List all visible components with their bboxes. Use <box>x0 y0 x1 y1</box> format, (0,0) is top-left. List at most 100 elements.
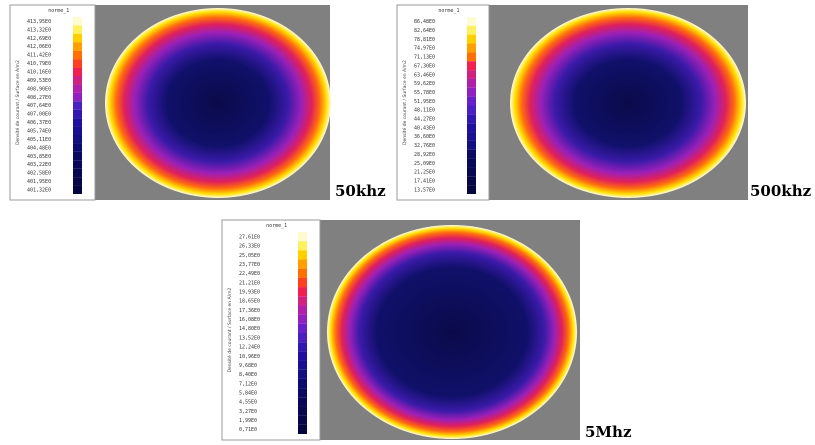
legend-swatch <box>467 25 476 35</box>
legend-tick-label: 36,60E0 <box>414 134 435 140</box>
legend-swatch <box>467 61 476 71</box>
legend-swatch <box>298 424 307 434</box>
legend-tick-label: 8,40E0 <box>239 372 257 378</box>
legend-tick-label: 404,48E0 <box>27 145 51 151</box>
legend-swatch <box>298 397 307 407</box>
legend-swatch <box>73 76 82 85</box>
legend-tick-label: 4,55E0 <box>239 400 257 406</box>
legend-swatch <box>298 388 307 398</box>
legend-tick-label: 413,95E0 <box>27 19 51 25</box>
legend-swatch <box>467 132 476 141</box>
legend-swatch <box>298 378 307 389</box>
legend-swatch <box>298 241 307 251</box>
legend-swatch <box>73 143 82 152</box>
legend-swatch <box>73 135 82 144</box>
legend-tick-label: 17,36E0 <box>239 308 260 314</box>
legend-swatch <box>73 168 82 178</box>
legend-swatch <box>467 34 476 44</box>
legend-swatch <box>73 67 82 76</box>
legend-tick-label: 403,85E0 <box>27 154 51 160</box>
legend-tick-label: 412,06E0 <box>27 44 51 50</box>
legend-swatch <box>73 33 82 43</box>
legend-swatch <box>298 342 307 352</box>
panel: norme_1 413,95E0 413,32E0 412,69E0 412,06E0 4… <box>9 4 386 201</box>
legend-tick-label: 407,00E0 <box>27 112 51 118</box>
legend-swatch <box>298 277 307 288</box>
legend-tick-label: 1,99E0 <box>239 418 257 424</box>
legend-swatch <box>467 185 476 194</box>
frequency-label: 50khz <box>335 182 386 200</box>
legend-tick-label: 18,65E0 <box>239 299 260 305</box>
frequency-label: 5Mhz <box>585 423 632 441</box>
legend-tick-label: 67,30E0 <box>414 63 435 69</box>
legend-tick-label: 17,41E0 <box>414 178 435 184</box>
legend-tick-label: 413,32E0 <box>27 27 51 33</box>
legend-swatch <box>298 268 307 278</box>
legend-swatch <box>298 250 307 260</box>
legend-swatch <box>73 42 82 51</box>
legend-swatch <box>73 126 82 135</box>
legend-tick-label: 13,57E0 <box>414 187 435 193</box>
legend-swatch <box>73 151 82 161</box>
legend-swatch <box>298 323 307 333</box>
frequency-label: 500khz <box>750 182 812 200</box>
legend-tick-label: 63,46E0 <box>414 72 435 78</box>
legend-tick-label: 5,84E0 <box>239 391 257 397</box>
legend-swatch <box>73 109 82 119</box>
legend-tick-label: 51,95E0 <box>414 99 435 105</box>
legend-tick-label: 10,96E0 <box>239 354 260 360</box>
legend-swatch <box>467 17 476 26</box>
legend-tick-label: 403,22E0 <box>27 162 51 168</box>
legend-tick-label: 71,13E0 <box>414 55 435 61</box>
legend-tick-label: 23,77E0 <box>239 262 260 268</box>
legend-swatch <box>298 314 307 324</box>
legend-tick-label: 406,37E0 <box>27 120 51 126</box>
legend-swatch <box>298 415 307 425</box>
legend-swatch <box>467 70 476 79</box>
legend-tick-label: 3,27E0 <box>239 409 257 415</box>
legend-tick-label: 402,58E0 <box>27 171 51 177</box>
legend-tick-label: 78,81E0 <box>414 37 435 43</box>
legend-tick-label: 405,74E0 <box>27 128 51 134</box>
legend-swatch <box>467 114 476 124</box>
legend-tick-label: 44,27E0 <box>414 117 435 123</box>
legend-tick-label: 86,48E0 <box>414 19 435 25</box>
legend-swatch <box>467 158 476 168</box>
legend-swatch <box>73 25 82 34</box>
legend-tick-label: 7,12E0 <box>239 381 257 387</box>
legend-tick-label: 14,80E0 <box>239 326 260 332</box>
legend-swatch <box>467 52 476 62</box>
legend-tick-label: 25,05E0 <box>239 253 260 259</box>
legend-swatch <box>467 123 476 133</box>
legend-tick-label: 408,27E0 <box>27 95 51 101</box>
legend-tick-label: 410,79E0 <box>27 61 51 67</box>
legend-swatch <box>73 17 82 26</box>
legend-swatch <box>73 177 82 186</box>
legend-tick-label: 26,33E0 <box>239 244 260 250</box>
legend-swatch <box>298 406 307 416</box>
legend-swatch <box>467 149 476 159</box>
legend-tick-label: 82,64E0 <box>414 28 435 34</box>
legend-swatch <box>467 87 476 97</box>
legend-swatch <box>73 160 82 169</box>
legend-swatch <box>467 176 476 186</box>
legend-tick-label: 21,25E0 <box>414 170 435 176</box>
legend-title: norme_1 <box>266 223 287 229</box>
legend-tick-label: 48,11E0 <box>414 108 435 114</box>
legend-swatch <box>298 232 307 242</box>
field-map <box>510 8 746 198</box>
legend-tick-label: 412,69E0 <box>27 36 51 42</box>
legend-tick-label: 59,62E0 <box>414 81 435 87</box>
legend-swatch <box>467 167 476 177</box>
legend-tick-label: 40,43E0 <box>414 125 435 131</box>
legend-swatch <box>298 333 307 343</box>
legend-tick-label: 22,49E0 <box>239 271 260 277</box>
legend-swatch <box>298 360 307 370</box>
panel: norme_186,48E0 82,64E0 78,81E0 74,97E0 71,13… <box>396 4 812 201</box>
legend-axis-label: Densité de courant / Surface en A/m2 <box>14 60 21 145</box>
legend-swatch <box>298 259 307 269</box>
legend-tick-label: 9,68E0 <box>239 363 257 369</box>
legend-swatch <box>298 369 307 379</box>
legend-swatch <box>73 50 82 60</box>
legend-tick-label: 401,32E0 <box>27 187 51 193</box>
